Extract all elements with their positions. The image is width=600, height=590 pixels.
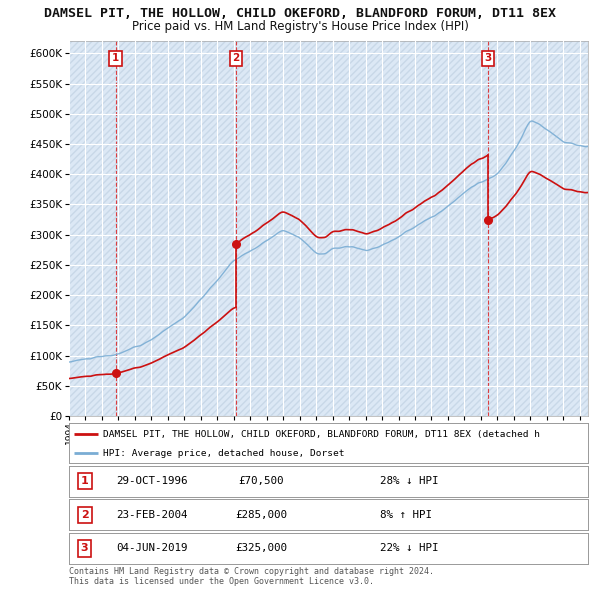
Text: 2: 2 [80,510,88,520]
Text: Price paid vs. HM Land Registry's House Price Index (HPI): Price paid vs. HM Land Registry's House … [131,20,469,33]
Text: £325,000: £325,000 [235,543,287,553]
Text: £70,500: £70,500 [238,476,284,486]
Text: 1: 1 [80,476,88,486]
Text: 8% ↑ HPI: 8% ↑ HPI [380,510,433,520]
Text: 1: 1 [112,53,119,63]
Text: DAMSEL PIT, THE HOLLOW, CHILD OKEFORD, BLANDFORD FORUM, DT11 8EX: DAMSEL PIT, THE HOLLOW, CHILD OKEFORD, B… [44,7,556,20]
Text: 3: 3 [81,543,88,553]
Text: 3: 3 [484,53,491,63]
Text: 28% ↓ HPI: 28% ↓ HPI [380,476,439,486]
Text: £285,000: £285,000 [235,510,287,520]
Text: 29-OCT-1996: 29-OCT-1996 [116,476,188,486]
Text: DAMSEL PIT, THE HOLLOW, CHILD OKEFORD, BLANDFORD FORUM, DT11 8EX (detached h: DAMSEL PIT, THE HOLLOW, CHILD OKEFORD, B… [103,430,540,439]
Text: 23-FEB-2004: 23-FEB-2004 [116,510,188,520]
Text: Contains HM Land Registry data © Crown copyright and database right 2024.
This d: Contains HM Land Registry data © Crown c… [69,567,434,586]
Text: 04-JUN-2019: 04-JUN-2019 [116,543,188,553]
Text: 22% ↓ HPI: 22% ↓ HPI [380,543,439,553]
Text: HPI: Average price, detached house, Dorset: HPI: Average price, detached house, Dors… [103,448,344,458]
Text: 2: 2 [232,53,239,63]
